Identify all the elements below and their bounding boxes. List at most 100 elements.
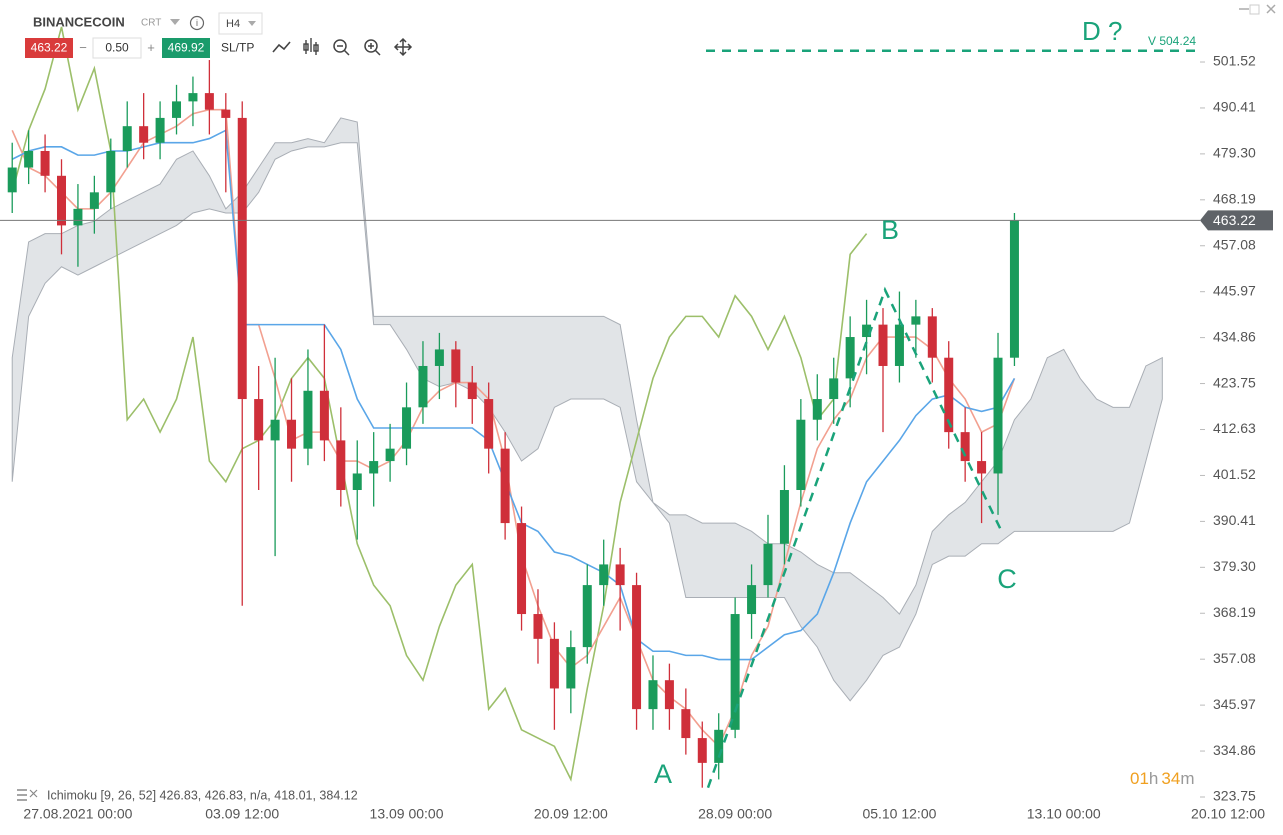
timer: 01h 34m [1130,769,1194,788]
timer-hours: 01 [1130,769,1149,788]
candle-body [862,324,872,338]
candle-body [451,349,461,383]
y-tick-label: 334.86 [1213,742,1256,758]
indicator-remove[interactable] [29,789,38,798]
candle-body [106,150,116,193]
candle-body [287,419,297,449]
y-tick-label: 412.63 [1213,420,1256,436]
indicator-label: Ichimoku [9, 26, 52] 426.83, 426.83, n/a… [47,788,358,802]
x-tick-label: 20.10 12:00 [1191,806,1265,822]
y-tick-label: 490.41 [1213,99,1256,115]
candle-body [40,150,50,176]
y-tick-label: 468.19 [1213,191,1256,207]
y-tick-label: 401.52 [1213,466,1256,482]
close-icon[interactable] [1266,4,1276,14]
y-tick-label: 445.97 [1213,282,1256,298]
candle-body [1009,220,1019,358]
candle-body [352,473,362,491]
zoom-out-icon[interactable] [333,39,350,56]
x-tick-label: 03.09 12:00 [205,806,279,822]
candle-body [648,680,658,710]
candle-body [911,316,921,325]
candle-body [319,390,329,441]
timeframe-box[interactable] [218,12,263,35]
candle-body [566,647,576,689]
indicator-icon[interactable] [17,789,27,801]
candle-icon[interactable] [303,38,319,55]
target-label: D ? [1082,16,1122,46]
candle-body [221,109,231,118]
indicator-line [11,108,1016,748]
timeframe: H4 [226,18,240,30]
line-chart-icon[interactable] [272,41,291,53]
minus[interactable]: − [79,40,87,55]
candle-body [533,614,543,639]
candle-body [796,419,806,491]
timer-minutes: 34 [1161,769,1180,788]
candle-body [204,93,214,110]
candle-body [270,419,280,441]
lot: 0.50 [105,41,129,55]
overlay: 501.52 490.41 479.30 468.19 457.08 445.97 434.… [23,16,1273,822]
x-tick-label: 13.09 00:00 [370,806,444,822]
y-tick-label: 479.30 [1213,145,1256,161]
candle-body [24,150,34,168]
info-icon[interactable] [189,15,205,31]
candle-body [829,378,839,400]
candle-body [977,461,987,474]
x-tick-label: 28.09 00:00 [698,806,772,822]
candle-body [188,93,198,102]
move-icon[interactable] [393,37,413,57]
candle-body [664,680,674,710]
market: CRT [141,18,161,29]
x-tick-label: 27.08.2021 00:00 [23,806,132,822]
symbol[interactable]: BINANCECOIN [33,14,125,29]
zoom-in-icon[interactable] [364,39,381,56]
candle-body [139,126,149,143]
y-tick-label: 345.97 [1213,696,1256,712]
candle-body [779,490,789,544]
header: BINANCECOIN CRT i H4 463.22 − 0.50 + 469… [25,4,1276,59]
indicator-line [11,129,1016,661]
info-i: i [196,18,198,28]
candle-body [632,585,642,710]
dropdown-icon[interactable] [170,19,180,25]
sltp[interactable]: SL/TP [221,41,254,55]
restore-icon[interactable] [1249,4,1260,15]
last-price-tag [1200,210,1273,231]
bid-box[interactable] [25,38,73,58]
candle-body [172,101,182,118]
ask-box[interactable] [162,38,210,58]
candle-body [927,316,937,358]
lot-box[interactable] [92,37,142,59]
candle-body [944,357,954,433]
y-tick-label: 457.08 [1213,236,1256,252]
candle-body [434,349,444,366]
indicator-legend: Ichimoku [9, 26, 52] 426.83, 426.83, n/a… [17,788,358,802]
candle-body [155,117,165,143]
y-tick-label: 357.08 [1213,650,1256,666]
candle-body [599,564,609,586]
candle-body [517,523,527,615]
y-tick-label: 368.19 [1213,604,1256,620]
candle-body [582,585,592,648]
candle-body [763,543,773,586]
candle-body [747,585,757,615]
candle-body [57,175,67,226]
last-price-label: 463.22 [1213,212,1256,228]
y-tick-label: 501.52 [1213,53,1256,69]
candle-body [960,432,970,462]
x-tick-label: 05.10 12:00 [862,806,936,822]
ask: 469.92 [168,41,205,55]
candle-body [500,448,510,524]
bid: 463.22 [31,41,68,55]
plot-area [0,26,1200,789]
candle-body [303,390,313,449]
candle-body [122,126,132,151]
y-tick-label: 390.41 [1213,512,1256,528]
candle-body [484,399,494,449]
plus[interactable]: + [147,40,155,55]
candle-body [369,461,379,474]
x-tick-label: 20.09 12:00 [534,806,608,822]
